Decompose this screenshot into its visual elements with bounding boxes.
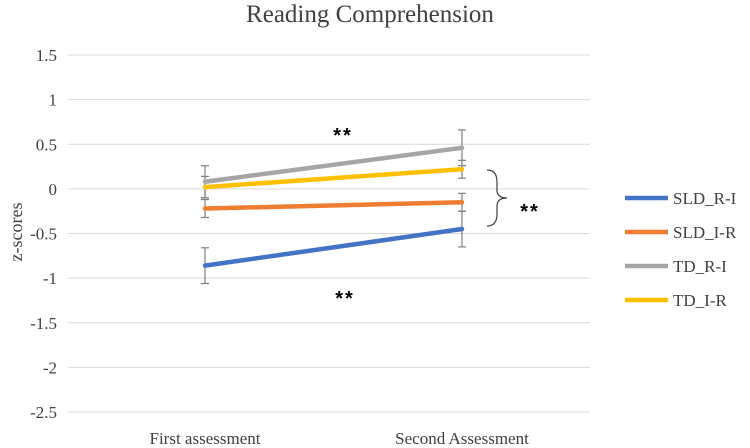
significance-marker: ** xyxy=(520,201,540,223)
y-tick-label: -1.5 xyxy=(30,314,57,333)
annotations: ** ** ** xyxy=(333,125,540,310)
series-line xyxy=(202,226,465,268)
legend-label: TD_I-R xyxy=(673,291,727,310)
y-tick-label: -2.5 xyxy=(30,403,57,422)
legend-label: TD_R-I xyxy=(673,257,727,276)
x-tick-labels: First assessment Second Assessment xyxy=(150,429,530,448)
x-tick-label: Second Assessment xyxy=(395,429,529,448)
series-line xyxy=(202,145,465,184)
significance-marker: ** xyxy=(333,125,353,147)
y-tick-labels: 1.5 1 0.5 0 -0.5 -1 -1.5 -2 -2.5 xyxy=(30,46,57,422)
y-axis-label: z-scores xyxy=(6,203,26,262)
series-line xyxy=(202,166,465,190)
y-tick-label: 1.5 xyxy=(36,46,57,65)
series-lines xyxy=(202,145,465,268)
y-tick-label: -0.5 xyxy=(30,225,57,244)
x-tick-label: First assessment xyxy=(150,429,261,448)
chart-title: Reading Comprehension xyxy=(246,1,494,28)
significance-marker: ** xyxy=(335,288,355,310)
y-tick-label: -1 xyxy=(43,269,57,288)
y-tick-label: 0.5 xyxy=(36,135,57,154)
y-tick-label: 1 xyxy=(49,91,58,110)
legend: SLD_R-I SLD_I-R TD_R-I TD_I-R xyxy=(625,189,737,310)
gridlines xyxy=(68,54,590,413)
significance-bracket xyxy=(486,169,508,227)
series-line xyxy=(202,200,465,211)
right-brace xyxy=(486,169,508,227)
y-tick-label: 0 xyxy=(49,180,58,199)
legend-label: SLD_R-I xyxy=(673,189,737,208)
y-tick-label: -2 xyxy=(43,358,57,377)
legend-label: SLD_I-R xyxy=(673,223,737,242)
